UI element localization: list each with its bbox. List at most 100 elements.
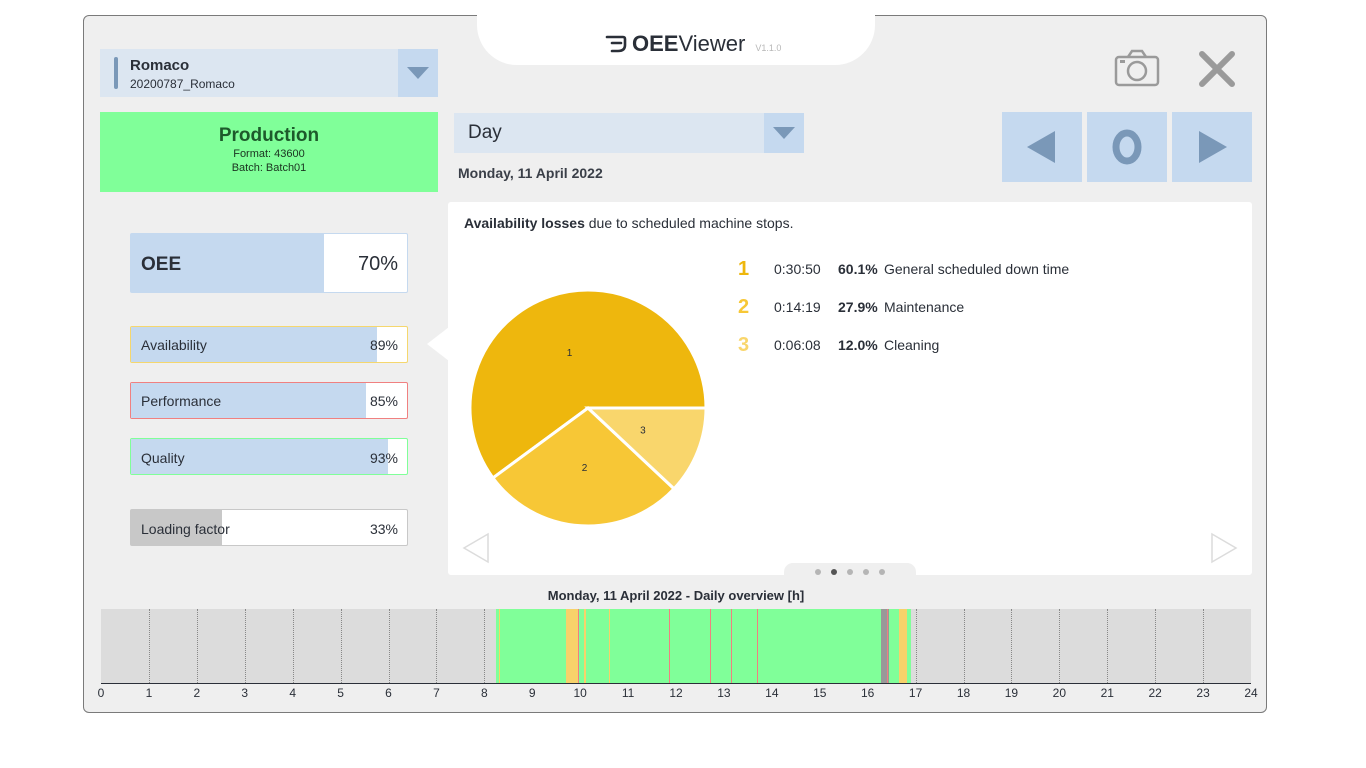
selected-date: Monday, 11 April 2022 — [458, 165, 603, 181]
page-dot[interactable] — [879, 569, 885, 575]
timeline-tick-label: 0 — [97, 686, 105, 700]
timeline-segment-scheduled — [898, 609, 907, 683]
header-tab — [477, 15, 875, 65]
timeline-gridline — [340, 609, 342, 683]
timeline-mark-stop — [757, 609, 759, 683]
timeline-tick-label: 1 — [145, 686, 153, 700]
daily-timeline — [101, 609, 1251, 683]
timeline-gridline — [1203, 609, 1205, 683]
pie-chart: 1 2 3 — [468, 288, 708, 528]
legend-row-1: 1 0:30:50 60.1% General scheduled down time — [738, 257, 1069, 281]
legend-duration: 0:06:08 — [774, 337, 821, 353]
kpi-quality[interactable]: Quality 93% — [130, 438, 408, 475]
machine-name: Romaco — [130, 57, 190, 74]
timeline-tick-label: 14 — [765, 686, 779, 700]
close-button[interactable] — [1198, 50, 1236, 88]
timeline-gridline — [963, 609, 965, 683]
period-selector[interactable]: Day — [454, 113, 804, 153]
legend-row-3: 3 0:06:08 12.0% Cleaning — [738, 333, 939, 357]
timeline-tick-label: 13 — [717, 686, 731, 700]
timeline-axis — [101, 683, 1251, 684]
legend-number: 1 — [738, 257, 750, 280]
pie-slice-1 — [468, 288, 708, 481]
machine-dropdown-button[interactable] — [398, 49, 438, 97]
kpi-performance[interactable]: Performance 85% — [130, 382, 408, 419]
machine-selector[interactable]: Romaco 20200787_Romaco — [100, 49, 438, 97]
timeline-tick-label: 23 — [1196, 686, 1210, 700]
timeline-segment-production — [889, 609, 899, 683]
timeline-tick-label: 22 — [1148, 686, 1162, 700]
timeline-gridline — [292, 609, 294, 683]
timeline-tick-label: 6 — [385, 686, 392, 700]
zero-icon — [1112, 129, 1142, 165]
legend-duration: 0:14:19 — [774, 299, 821, 315]
timeline-tick-label: 18 — [956, 686, 971, 700]
kpi-quality-fill — [131, 439, 388, 474]
kpi-availability[interactable]: Availability 89% — [130, 326, 408, 363]
kpi-oee[interactable]: OEE 70% — [130, 233, 408, 293]
timeline-tick-label: 12 — [669, 686, 683, 700]
page-dot[interactable] — [847, 569, 853, 575]
kpi-loading-factor[interactable]: Loading factor 33% — [130, 509, 408, 546]
timeline-segment-scheduled — [584, 609, 586, 683]
kpi-availability-value: 89% — [369, 337, 398, 353]
page-next-button[interactable] — [1208, 532, 1240, 564]
kpi-selection-pointer — [427, 327, 449, 361]
status-title: Production — [218, 125, 320, 146]
kpi-performance-label: Performance — [141, 393, 222, 409]
timeline-mark-scheduled — [608, 609, 610, 683]
timeline-tick-label: 10 — [573, 686, 587, 700]
timeline-gridline — [1107, 609, 1109, 683]
kpi-oee-label: OEE — [141, 254, 182, 275]
details-panel: Availability losses due to scheduled mac… — [448, 202, 1252, 575]
logo-text-bold: OEE — [632, 31, 679, 56]
kpi-quality-value: 93% — [369, 450, 398, 466]
screenshot-button[interactable] — [1114, 49, 1160, 89]
page-prev-button[interactable] — [460, 532, 492, 564]
pie-slice-label-1: 1 — [567, 348, 573, 359]
version-label: V1.1.0 — [755, 43, 782, 53]
page-dot[interactable] — [831, 569, 837, 575]
timeline-title: Monday, 11 April 2022 - Daily overview [… — [547, 588, 805, 603]
timeline-tick-label: 7 — [433, 686, 440, 700]
timeline-gridline — [1155, 609, 1157, 683]
legend-number: 2 — [738, 295, 750, 318]
period-dropdown-button[interactable] — [764, 113, 804, 153]
timeline-tick-label: 9 — [528, 686, 536, 700]
reset-button[interactable] — [1087, 112, 1167, 182]
timeline-gridline — [196, 609, 198, 683]
legend-name: General scheduled down time — [884, 261, 1070, 277]
kpi-oee-fill — [131, 234, 325, 292]
previous-button[interactable] — [1002, 112, 1082, 182]
timeline-segment-scheduled — [565, 609, 580, 683]
chevron-down-icon — [407, 67, 429, 79]
timeline-mark-stop — [709, 609, 711, 683]
next-button[interactable] — [1172, 112, 1252, 182]
timeline-gridline — [1059, 609, 1061, 683]
page-dot[interactable] — [815, 569, 821, 575]
kpi-loading-value: 33% — [369, 521, 398, 537]
timeline-segment-production — [906, 609, 911, 683]
page-dot[interactable] — [863, 569, 869, 575]
timeline-tick-label: 24 — [1244, 686, 1258, 700]
legend-duration: 0:30:50 — [774, 261, 821, 277]
timeline-gridline — [1011, 609, 1013, 683]
page-indicator — [784, 563, 916, 581]
panel-heading: Availability losses due to scheduled mac… — [464, 215, 793, 231]
timeline-tick-label: 2 — [193, 686, 201, 700]
pie-slice-3 — [584, 406, 708, 491]
kpi-loading-label: Loading factor — [141, 521, 230, 537]
logo-text: Viewer — [678, 31, 746, 56]
timeline-mark-scheduled — [498, 609, 500, 683]
kpi-performance-fill — [131, 383, 366, 418]
kpi-availability-fill — [131, 327, 377, 362]
pie-slice-label-2: 2 — [582, 463, 588, 474]
pie-slice-2 — [490, 406, 677, 528]
kpi-quality-label: Quality — [141, 450, 185, 466]
timeline-mark-stop — [668, 609, 670, 683]
timeline-tick-label: 16 — [860, 686, 875, 700]
timeline-segment-production — [496, 609, 566, 683]
timeline-segment-production — [585, 609, 882, 683]
timeline-mark-stop — [886, 609, 888, 683]
legend-number: 3 — [738, 333, 750, 356]
